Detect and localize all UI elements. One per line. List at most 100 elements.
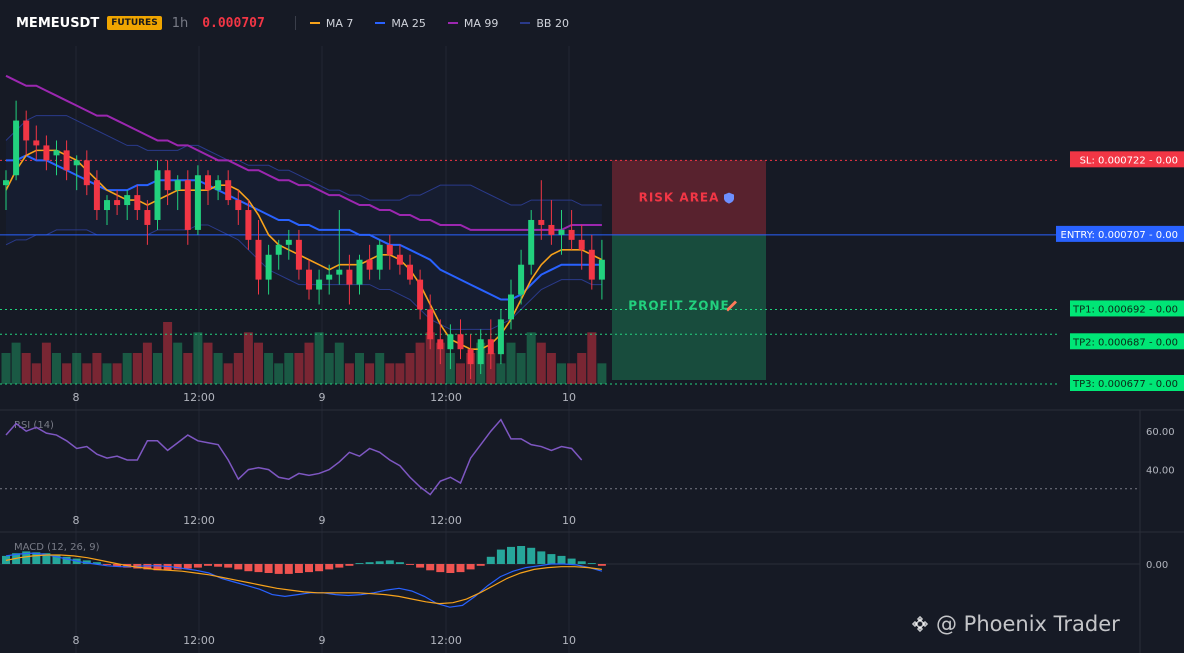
candle-body <box>194 175 201 230</box>
macd-hist-bar <box>183 564 192 569</box>
volume-bar <box>425 332 435 384</box>
ma7-label: MA 7 <box>325 16 354 30</box>
macd-hist-bar <box>446 564 455 573</box>
candle-body <box>508 294 514 320</box>
candle-body <box>407 264 413 280</box>
macd-hist-bar <box>52 555 61 564</box>
candle-body <box>43 145 50 161</box>
legend-bb20[interactable]: BB 20 <box>520 17 569 30</box>
volume-bar <box>597 363 607 384</box>
signal-line <box>5 554 602 605</box>
x-tick-label: 12:00 <box>430 514 462 527</box>
volume-bar <box>395 363 405 384</box>
candle-body <box>386 244 393 255</box>
volume-bar <box>102 363 112 384</box>
macd-hist-bar <box>103 564 111 565</box>
candle-body <box>205 175 211 191</box>
legend-ma99[interactable]: MA 99 <box>447 16 499 30</box>
x-tick-label: 9 <box>319 391 326 404</box>
volume-bar <box>355 353 364 384</box>
candle-body <box>215 180 222 191</box>
volume-bar <box>62 363 72 384</box>
timeframe[interactable]: 1h <box>171 15 189 31</box>
candle-body <box>225 180 232 201</box>
volume-bar <box>173 342 183 384</box>
volume-bar <box>567 363 577 384</box>
volume-bar <box>163 322 173 384</box>
x-tick-label: 10 <box>562 634 576 647</box>
x-tick-label: 12:00 <box>430 391 462 404</box>
macd-hist-bar <box>193 564 202 568</box>
macd-hist-bar <box>274 564 283 574</box>
volume-bar <box>31 363 41 384</box>
ma99-label: MA 99 <box>463 16 499 30</box>
volume-bar <box>536 342 546 384</box>
legend-ma7[interactable]: MA 7 <box>309 16 354 30</box>
level-tag-bg <box>1070 375 1184 391</box>
macd-hist-bar <box>214 564 223 567</box>
macd-hist-bar <box>355 563 364 564</box>
risk-area-label: RISK AREA <box>639 191 720 205</box>
candle-body <box>13 120 20 176</box>
header-divider <box>294 16 296 30</box>
ma99-line <box>5 74 602 231</box>
candle-body <box>396 254 403 265</box>
candle-body <box>164 170 171 191</box>
candle-body <box>3 180 9 186</box>
macd-hist-bar <box>244 564 253 572</box>
volume-bar <box>516 353 526 384</box>
candle-body <box>356 259 363 285</box>
candle-body <box>336 269 343 275</box>
x-tick-label: 9 <box>319 634 326 647</box>
volume-bar <box>213 353 223 384</box>
macd-hist-bar <box>456 564 465 573</box>
shield-icon <box>724 192 734 204</box>
volume-bar <box>456 363 465 384</box>
volume-bar <box>385 363 395 384</box>
volume-bar <box>496 363 506 384</box>
level-tag-bg <box>1070 300 1184 317</box>
candlesticks <box>3 100 605 380</box>
volume-bar <box>193 332 203 384</box>
candle-body <box>154 170 161 220</box>
candle-body <box>255 239 262 280</box>
rsi-line <box>5 418 583 496</box>
binance-logo-icon <box>911 615 929 633</box>
rsi-panel: RSI (14) 60.00 40.00 <box>0 418 1175 496</box>
ma25-swatch <box>375 22 386 24</box>
volume-bar <box>72 353 82 384</box>
macd-hist-bar <box>335 564 344 568</box>
macd-hist-bar <box>365 562 374 564</box>
x-axis: 8 8 8 12:00 12:00 12:00 9 9 9 12:00 12:00 12:00 10 10… <box>73 391 577 647</box>
legend-ma25[interactable]: MA 25 <box>375 17 426 30</box>
macd-hist-bar <box>294 564 303 573</box>
rsi-title: RSI (14) <box>14 420 54 431</box>
symbol-name[interactable]: MEMEUSDT <box>16 15 100 31</box>
volume-bar <box>264 353 274 384</box>
macd-hist-bar <box>113 564 122 567</box>
candle-body <box>457 334 464 350</box>
candle-body <box>518 264 525 295</box>
volume-bars <box>1 322 607 384</box>
volume-bar <box>233 353 243 384</box>
candle-body <box>235 200 242 211</box>
candle-body <box>417 279 424 310</box>
bb20-swatch <box>520 22 531 24</box>
candle-body <box>366 259 373 270</box>
volume-bar <box>112 363 122 384</box>
level-tag-text: SL: 0.000722 - 0.00 <box>1080 155 1178 166</box>
macd-hist-bar <box>82 560 91 564</box>
x-tick-label: 12:00 <box>183 514 215 527</box>
level-tag-text: TP1: 0.000692 - 0.00 <box>1072 304 1178 315</box>
macd-hist-bar <box>557 555 566 564</box>
candle-body <box>578 239 585 250</box>
macd-panel: MACD (12, 26, 9) 0.00 <box>0 542 1168 608</box>
rsi-tick: 40.00 <box>1146 466 1175 477</box>
candle-body <box>73 160 80 166</box>
volume-bar <box>92 353 102 384</box>
ma99-swatch <box>447 22 458 24</box>
macd-hist-bar <box>264 564 273 573</box>
candle-body <box>548 224 555 235</box>
macd-hist-bar <box>92 562 101 564</box>
